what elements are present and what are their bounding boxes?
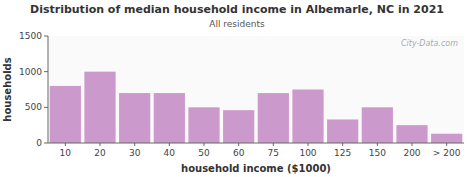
tick-label: 30 <box>129 148 141 158</box>
y-axis <box>48 36 49 143</box>
bar <box>431 134 462 143</box>
tick-label: > 200 <box>433 148 461 158</box>
bar <box>84 72 115 143</box>
y-axis-label: households <box>2 57 13 121</box>
bar <box>396 125 427 143</box>
tick-label: 40 <box>164 148 176 158</box>
plot-area <box>48 36 464 143</box>
tick-label: 75 <box>268 148 279 158</box>
bar <box>119 93 150 143</box>
annotation: City-Data.com <box>401 39 458 48</box>
tick-label: 0 <box>36 138 42 148</box>
tick-mark <box>169 143 170 146</box>
x-axis-label: household income ($1000) <box>181 163 331 174</box>
x-axis <box>48 143 464 144</box>
tick-mark <box>44 71 48 72</box>
tick-mark <box>65 143 66 146</box>
tick-mark <box>446 143 447 146</box>
tick-label: 200 <box>403 148 420 158</box>
tick-mark <box>100 143 101 146</box>
tick-label: 125 <box>334 148 351 158</box>
tick-mark <box>204 143 205 146</box>
tick-label: 100 <box>299 148 316 158</box>
tick-label: 60 <box>233 148 245 158</box>
tick-mark <box>134 143 135 146</box>
tick-mark <box>273 143 274 146</box>
tick-mark <box>412 143 413 146</box>
tick-label: 20 <box>94 148 106 158</box>
tick-mark <box>44 107 48 108</box>
bar <box>327 119 358 143</box>
bar <box>223 110 254 143</box>
bar <box>154 93 185 143</box>
tick-mark <box>238 143 239 146</box>
bar <box>362 107 393 143</box>
bar <box>258 93 289 143</box>
tick-label: 1500 <box>19 31 42 41</box>
bar <box>292 90 323 144</box>
bars <box>50 72 463 143</box>
tick-label: 1000 <box>19 67 42 77</box>
tick-mark <box>44 36 48 37</box>
tick-label: 500 <box>25 102 42 112</box>
tick-label: 50 <box>198 148 210 158</box>
tick-mark <box>308 143 309 146</box>
tick-mark <box>44 143 48 144</box>
tick-label: 150 <box>369 148 386 158</box>
title: Distribution of median household income … <box>30 3 444 16</box>
subtitle: All residents <box>209 19 265 29</box>
bar <box>188 107 219 143</box>
tick-mark <box>377 143 378 146</box>
bar <box>50 86 81 143</box>
tick-mark <box>342 143 343 146</box>
tick-label: 10 <box>60 148 72 158</box>
chart: Distribution of median household income … <box>0 0 474 177</box>
